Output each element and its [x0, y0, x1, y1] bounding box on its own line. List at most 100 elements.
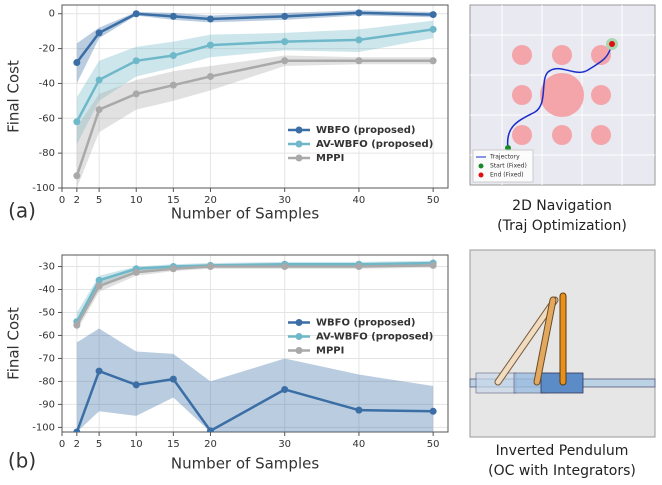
point: [207, 42, 214, 49]
point: [73, 322, 80, 329]
point: [133, 269, 140, 276]
panel-caption: (Traj Optimization): [497, 218, 627, 234]
legend-swatch: [296, 319, 303, 326]
x-axis-title: Number of Samples: [171, 455, 319, 473]
y-tick-label: -90: [39, 399, 55, 410]
point: [355, 57, 362, 64]
y-tick-label: -100: [32, 422, 55, 433]
x-tick-label: 20: [204, 439, 217, 450]
y-tick-label: -60: [39, 330, 55, 341]
x-tick-label: 2: [74, 195, 80, 206]
y-tick-label: -80: [39, 148, 55, 159]
point: [355, 407, 362, 414]
y-axis-title: Final Cost: [5, 60, 23, 133]
x-tick-label: 50: [427, 195, 440, 206]
point: [96, 106, 103, 113]
y-axis-title: Final Cost: [5, 307, 23, 380]
point: [281, 13, 288, 20]
panel-caption: 2D Navigation: [512, 198, 612, 214]
point: [170, 13, 177, 20]
x-tick-label: 0: [59, 439, 65, 450]
pendulum-illustration: [470, 250, 655, 437]
line: [77, 265, 433, 325]
point: [207, 15, 214, 22]
legend-label: MPPI: [316, 153, 344, 164]
point: [355, 36, 362, 43]
page: Trajectory Start (Fixed) End (Fixed) 2D …: [0, 0, 662, 485]
legend-swatch: [296, 333, 303, 340]
x-axis-title: Number of Samples: [171, 205, 319, 223]
x-tick-label: 30: [278, 439, 291, 450]
point: [281, 386, 288, 393]
x-tick-label: 2: [74, 439, 80, 450]
point: [281, 38, 288, 45]
point: [281, 263, 288, 270]
legend-label: MPPI: [316, 346, 344, 357]
panel-caption: (OC with Integrators): [488, 463, 636, 479]
legend-swatch: [296, 141, 303, 148]
point: [73, 172, 80, 179]
point: [207, 263, 214, 270]
nav-legend-text: Start (Fixed): [490, 163, 527, 170]
legend-swatch: [296, 127, 303, 134]
navigation-illustration: Trajectory Start (Fixed) End (Fixed): [470, 5, 655, 185]
point: [133, 90, 140, 97]
y-tick-label: -80: [39, 376, 55, 387]
x-tick-label: 5: [96, 195, 102, 206]
x-tick-label: 10: [130, 439, 143, 450]
point: [170, 52, 177, 59]
band: [77, 329, 433, 432]
plot-area: [73, 9, 436, 188]
y-tick-label: -20: [39, 44, 55, 55]
point: [133, 10, 140, 17]
figure: Trajectory Start (Fixed) End (Fixed) 2D …: [0, 0, 662, 485]
nav-legend-text: Trajectory: [489, 154, 520, 161]
x-tick-label: 10: [130, 195, 143, 206]
y-tick-label: 0: [49, 9, 55, 20]
legend-swatch: [296, 347, 303, 354]
panel-label: (a): [8, 199, 36, 223]
panel-caption: Inverted Pendulum: [496, 443, 629, 459]
point: [73, 118, 80, 125]
y-tick-label: -40: [39, 78, 55, 89]
legend-swatch: [296, 155, 303, 162]
y-tick-label: -50: [39, 307, 55, 318]
point: [96, 29, 103, 36]
legend-label: AV-WBFO (proposed): [316, 139, 433, 150]
y-tick-label: -100: [32, 183, 55, 194]
point: [96, 76, 103, 83]
point: [355, 263, 362, 270]
legend-label: WBFO (proposed): [316, 125, 416, 136]
point: [430, 11, 437, 18]
point: [170, 82, 177, 89]
point: [96, 368, 103, 375]
point: [133, 381, 140, 388]
point: [281, 57, 288, 64]
point: [133, 57, 140, 64]
legend-label: AV-WBFO (proposed): [316, 332, 433, 343]
point: [96, 283, 103, 290]
x-tick-label: 5: [96, 439, 102, 450]
legend-label: WBFO (proposed): [316, 318, 416, 329]
x-tick-label: 15: [167, 439, 180, 450]
plot-area: [73, 260, 436, 436]
y-tick-label: -60: [39, 113, 55, 124]
y-tick-label: -70: [39, 353, 55, 364]
point: [430, 57, 437, 64]
point: [170, 376, 177, 383]
x-tick-label: 50: [427, 439, 440, 450]
x-tick-label: 40: [353, 195, 366, 206]
panel-label: (b): [8, 449, 36, 473]
point: [430, 408, 437, 415]
y-tick-label: -40: [39, 284, 55, 295]
point: [170, 265, 177, 272]
nav-legend-text: End (Fixed): [490, 172, 524, 179]
x-tick-label: 40: [353, 439, 366, 450]
point: [207, 73, 214, 80]
y-tick-label: -30: [39, 261, 55, 272]
point: [430, 26, 437, 33]
point: [355, 9, 362, 16]
point: [73, 59, 80, 66]
x-tick-label: 0: [59, 195, 65, 206]
point: [430, 262, 437, 269]
